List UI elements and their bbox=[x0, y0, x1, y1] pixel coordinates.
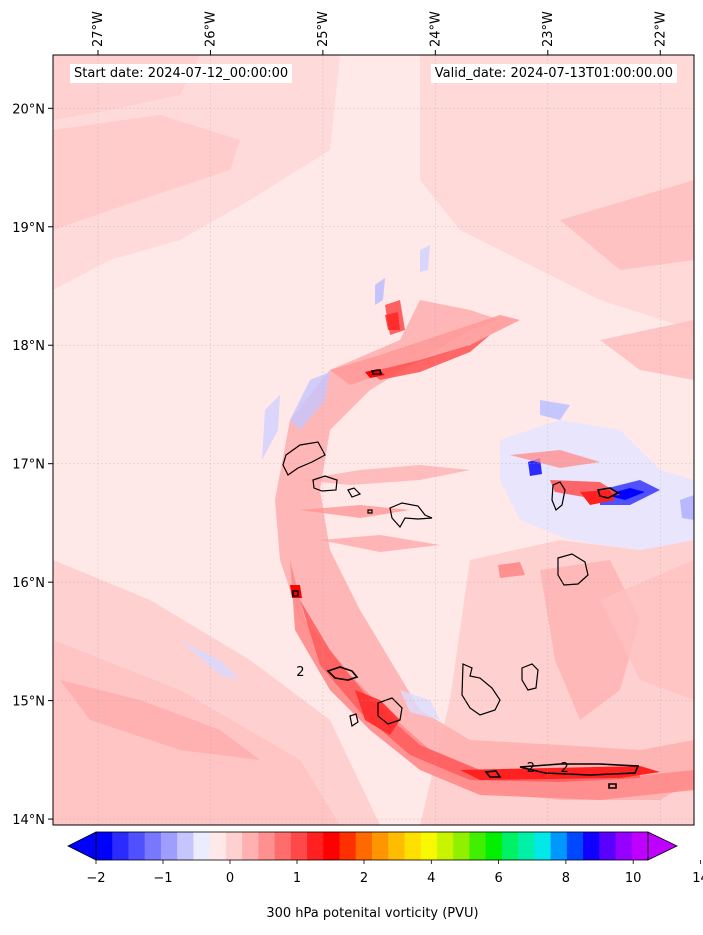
island-sao-nicolau bbox=[389, 502, 433, 529]
lat-tick-label: 20°N bbox=[12, 102, 45, 117]
colorbar-tick-label: 8 bbox=[561, 871, 571, 886]
coastlines bbox=[282, 441, 589, 727]
colorbar-tick-label: 4 bbox=[427, 871, 436, 886]
colorbar-swatch bbox=[583, 832, 600, 860]
lon-tick-label: 25°W bbox=[316, 11, 331, 47]
valid-date-label: Valid_date: 2024-07-13T01:00:00.00 bbox=[430, 64, 677, 83]
island-santa-luzia bbox=[347, 487, 362, 498]
colorbar-swatch bbox=[518, 832, 535, 860]
lat-tick-label: 14°N bbox=[12, 813, 45, 828]
colorbar-swatch bbox=[177, 832, 194, 860]
colorbar-swatch bbox=[209, 832, 227, 860]
gridlines bbox=[53, 55, 694, 825]
colorbar-tick-label: −1 bbox=[153, 871, 173, 886]
pv-contour-2 bbox=[292, 369, 640, 789]
colorbar-swatch bbox=[388, 832, 405, 860]
colorbar-max-extension bbox=[647, 831, 678, 861]
colorbar bbox=[67, 831, 701, 864]
colorbar-tick-label: 6 bbox=[494, 871, 503, 886]
colorbar-tick-label: 0 bbox=[225, 871, 235, 886]
colorbar-swatch bbox=[128, 832, 146, 860]
lat-tick-label: 16°N bbox=[12, 576, 45, 591]
colorbar-tick-label: 14 bbox=[692, 871, 703, 886]
latitude-labels: 14°N 15°N 16°N 17°N 18°N 19°N 20°N bbox=[12, 102, 45, 828]
colorbar-swatch bbox=[323, 832, 341, 860]
colorbar-tick-label: 2 bbox=[359, 871, 369, 886]
contour-label: 2 bbox=[527, 761, 535, 776]
lon-tick-label: 22°W bbox=[653, 11, 668, 47]
island-sal bbox=[551, 481, 566, 511]
lat-tick-label: 19°N bbox=[12, 221, 45, 236]
colorbar-swatch bbox=[501, 832, 519, 860]
lat-tick-label: 18°N bbox=[12, 339, 45, 354]
lat-tick-label: 17°N bbox=[12, 458, 45, 473]
colorbar-swatch bbox=[225, 832, 243, 860]
lat-tick-label: 15°N bbox=[12, 695, 45, 710]
lon-tick-label: 23°W bbox=[541, 11, 556, 47]
island-sao-vicente bbox=[312, 475, 338, 492]
lon-tick-label: 26°W bbox=[203, 11, 218, 47]
colorbar-tick-label: −2 bbox=[86, 871, 106, 886]
colorbar-swatch bbox=[420, 832, 438, 860]
colorbar-swatch bbox=[550, 832, 568, 860]
island-boa-vista bbox=[557, 553, 589, 586]
contour-label: 2 bbox=[561, 761, 569, 776]
colorbar-swatch bbox=[274, 832, 292, 860]
colorbar-swatch bbox=[615, 832, 633, 860]
pv-field bbox=[53, 55, 694, 825]
colorbar-swatch bbox=[144, 832, 162, 860]
colorbar-swatch bbox=[355, 832, 373, 860]
colorbar-swatch bbox=[307, 832, 324, 860]
colorbar-swatch bbox=[160, 832, 178, 860]
colorbar-swatch bbox=[242, 832, 259, 860]
longitude-labels: 27°W 26°W 25°W 24°W 23°W 22°W bbox=[91, 11, 668, 47]
colorbar-swatch bbox=[193, 832, 211, 860]
island-ilheu bbox=[367, 509, 373, 514]
colorbar-swatch bbox=[534, 832, 552, 860]
colorbar-min-extension bbox=[67, 831, 97, 861]
colorbar-swatch bbox=[469, 832, 487, 860]
island-santo-antao bbox=[282, 441, 326, 476]
colorbar-swatch bbox=[599, 832, 617, 860]
island-fogo bbox=[377, 697, 403, 725]
contour-labels: 2 2 2 bbox=[296, 665, 569, 776]
colorbar-swatch bbox=[631, 832, 649, 860]
colorbar-swatch bbox=[436, 832, 454, 860]
colorbar-tick-label: 10 bbox=[624, 871, 642, 886]
island-santiago bbox=[461, 663, 501, 716]
colorbar-swatch bbox=[372, 832, 389, 860]
colorbar-swatch bbox=[485, 832, 503, 860]
colorbar-frame bbox=[95, 831, 649, 861]
colorbar-swatch bbox=[112, 832, 129, 860]
colorbar-swatch bbox=[566, 832, 584, 860]
colorbar-swatch bbox=[453, 832, 470, 860]
colorbar-swatch bbox=[258, 832, 276, 860]
contour-label: 2 bbox=[296, 665, 304, 680]
colorbar-swatch bbox=[339, 832, 357, 860]
map-frame bbox=[52, 54, 695, 826]
colorbar-swatch bbox=[290, 832, 308, 860]
island-maio bbox=[521, 663, 539, 691]
lon-tick-label: 24°W bbox=[428, 11, 443, 47]
colorbar-title: 300 hPa potenital vorticity (PVU) bbox=[266, 906, 479, 921]
tick-marks bbox=[48, 50, 661, 820]
colorbar-swatch bbox=[404, 832, 422, 860]
start-date-label: Start date: 2024-07-12_00:00:00 bbox=[70, 64, 293, 83]
colorbar-tick-label: 1 bbox=[292, 871, 302, 886]
lon-tick-label: 27°W bbox=[91, 11, 106, 47]
island-brava bbox=[349, 713, 359, 727]
colorbar-swatch bbox=[96, 832, 113, 860]
